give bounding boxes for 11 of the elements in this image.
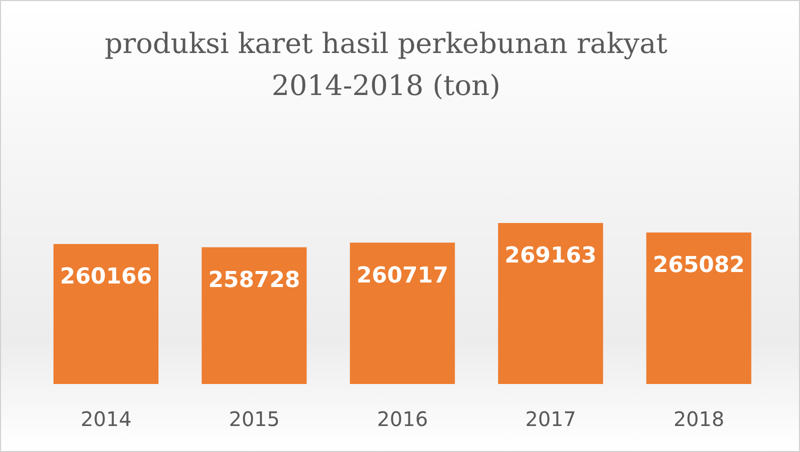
- data-label: 265082: [652, 253, 745, 278]
- x-tick-label: 2018: [673, 407, 724, 432]
- data-label: 260717: [356, 263, 448, 288]
- x-tick-label: 2015: [228, 407, 280, 432]
- x-tick-label: 2016: [377, 407, 428, 432]
- data-label: 260166: [60, 264, 152, 290]
- data-label: 269163: [504, 244, 597, 269]
- x-tick-label: 2017: [525, 407, 576, 432]
- chart-title: produksi karet hasil perkebunan rakyat 2014-2018 (ton): [104, 26, 668, 104]
- x-tick-label: 2014: [80, 407, 132, 432]
- data-label: 258728: [208, 268, 300, 293]
